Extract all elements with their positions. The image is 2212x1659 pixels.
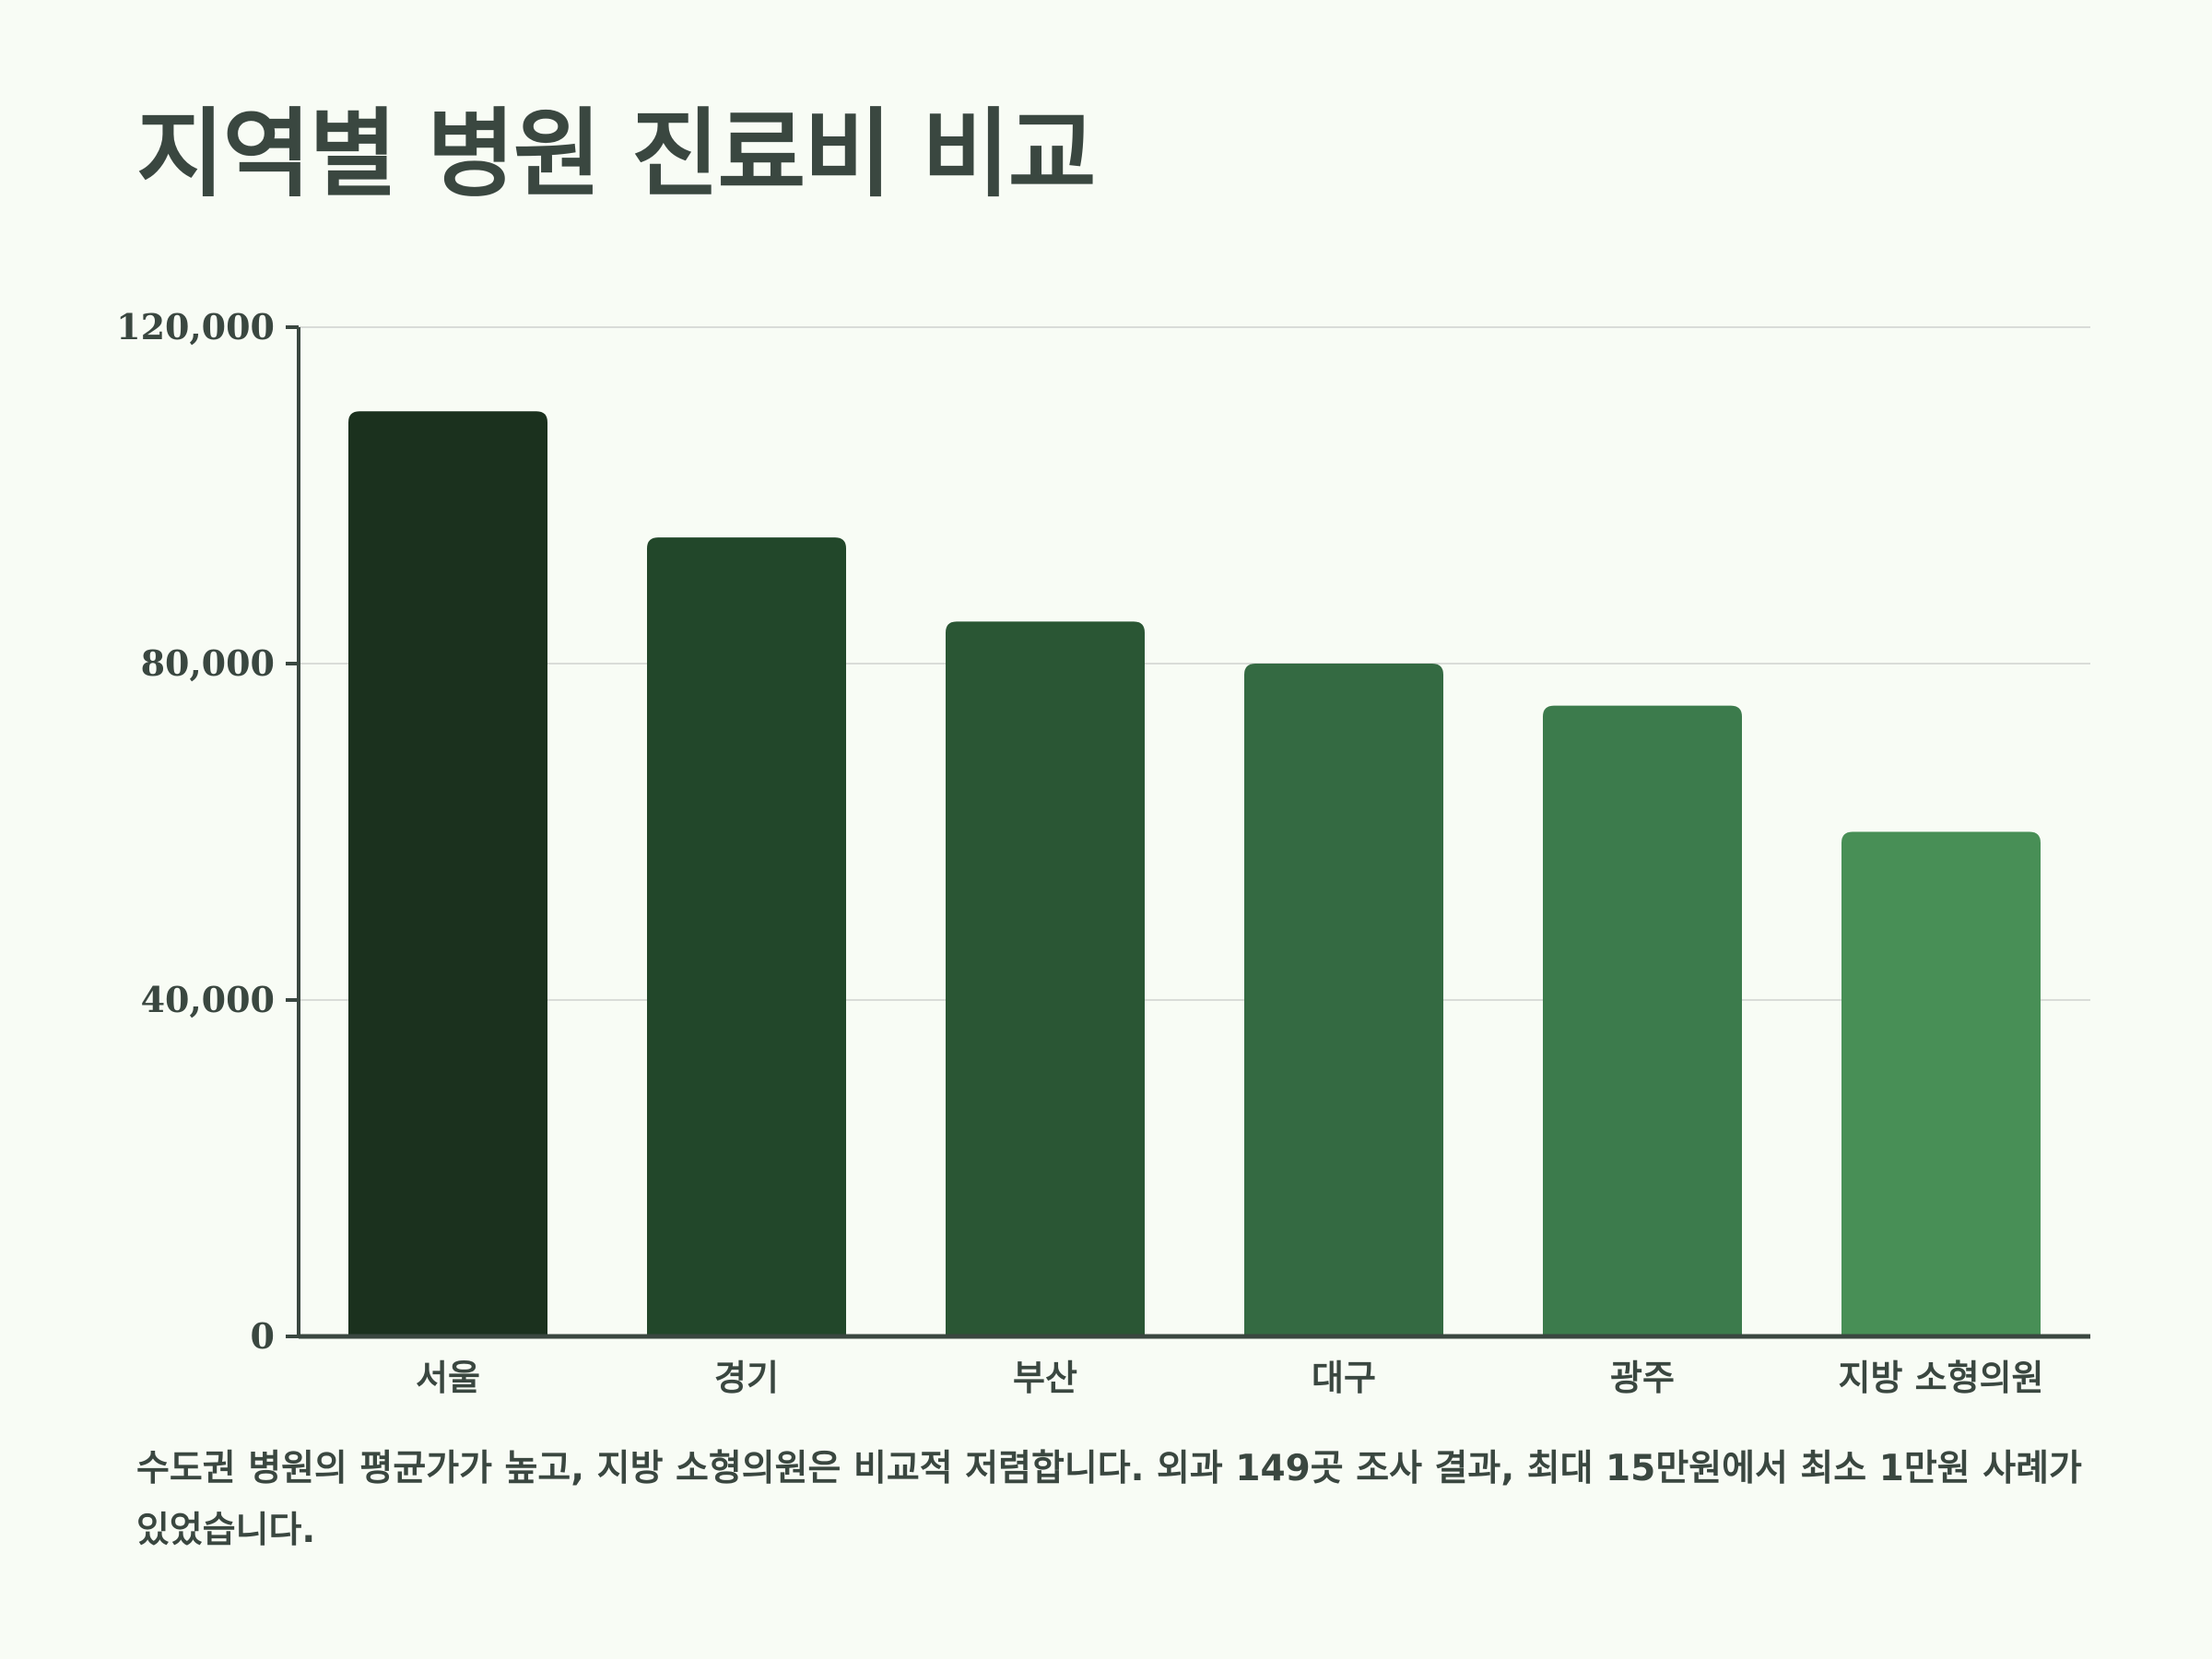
x-tick-label: 광주	[1610, 1358, 1675, 1398]
x-tick-label: 대구	[1312, 1358, 1376, 1398]
y-tick-label: 0	[251, 1315, 275, 1357]
bar-3	[946, 621, 1145, 1336]
bar-4	[1244, 664, 1443, 1336]
x-tick-label: 서울	[416, 1358, 480, 1398]
y-tick-label: 40,000	[141, 979, 275, 1020]
bar-5	[1543, 705, 1742, 1336]
bars	[348, 411, 2041, 1336]
bar-6	[1841, 831, 2041, 1336]
axes	[297, 327, 2090, 1339]
x-tick-label: 경기	[714, 1358, 779, 1398]
y-tick-label: 80,000	[141, 642, 275, 684]
x-tick-labels: 서울 경기 부산 대구 광주 지방 소형의원	[416, 1358, 2043, 1398]
bar-2	[647, 537, 846, 1336]
x-tick-label: 지방 소형의원	[1839, 1358, 2044, 1398]
y-tick-label: 120,000	[116, 306, 275, 347]
chart-caption: 수도권 병원의 평균가가 높고, 지방 소형의원은 비교적 저렴합니다. 외과 …	[136, 1448, 2082, 1552]
x-tick-label: 부산	[1013, 1358, 1077, 1398]
page-title: 지역별 병원 진료비 비교	[136, 98, 1096, 210]
y-tick-labels: 0 40,000 80,000 120,000	[116, 306, 275, 1357]
grid-lines	[286, 325, 2090, 1338]
bar-1	[348, 411, 547, 1336]
